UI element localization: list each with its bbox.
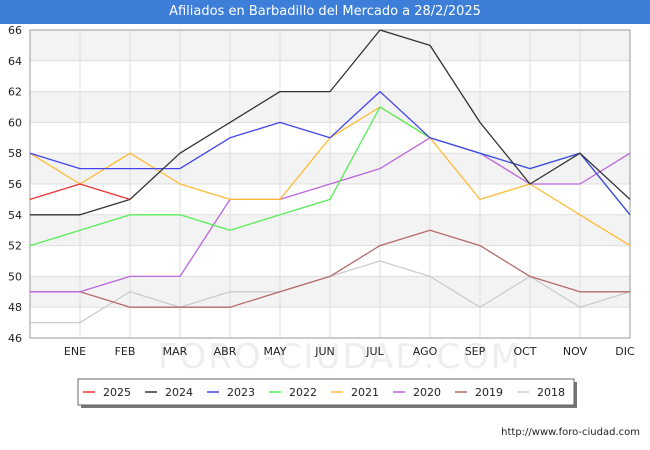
plot-frame bbox=[29, 29, 631, 339]
x-tick-label: AGO bbox=[413, 345, 438, 358]
series-line-2019 bbox=[30, 229, 630, 308]
x-tick-label: MAR bbox=[163, 345, 188, 358]
watermark: FORO-CIUDAD.COM bbox=[158, 337, 522, 377]
source-url[interactable]: http://www.foro-ciudad.com bbox=[501, 427, 640, 438]
legend-label-2022: 2022 bbox=[289, 386, 317, 399]
legend-label-2024: 2024 bbox=[165, 386, 193, 399]
y-tick-label: 60 bbox=[8, 116, 22, 129]
y-tick-label: 58 bbox=[8, 147, 22, 160]
x-tick-label: DIC bbox=[615, 345, 635, 358]
y-tick-label: 54 bbox=[8, 209, 22, 222]
series-line-2025 bbox=[29, 183, 131, 201]
y-tick-label: 48 bbox=[8, 301, 22, 314]
y-tick-label: 50 bbox=[8, 270, 22, 283]
x-tick-label: SEP bbox=[465, 345, 486, 358]
x-tick-label: NOV bbox=[563, 345, 588, 358]
y-tick-label: 62 bbox=[8, 86, 22, 99]
legend-label-2020: 2020 bbox=[413, 386, 441, 399]
legend-box bbox=[77, 378, 575, 406]
x-tick-label: JUL bbox=[365, 345, 384, 358]
x-tick-label: MAY bbox=[264, 345, 287, 358]
x-tick-label: ENE bbox=[64, 345, 86, 358]
legend: 2025 2024 2023 2022 2021 2020 2019 2018 bbox=[77, 378, 575, 406]
legend-label-2021: 2021 bbox=[351, 386, 379, 399]
x-tick-label: OCT bbox=[513, 345, 536, 358]
x-tick-label: ABR bbox=[214, 345, 237, 358]
legend-label-2023: 2023 bbox=[227, 386, 255, 399]
y-tick-label: 52 bbox=[8, 240, 22, 253]
chart-title: Afiliados en Barbadillo del Mercado a 28… bbox=[0, 0, 650, 24]
y-tick-label: 46 bbox=[8, 332, 22, 345]
x-tick-label: FEB bbox=[115, 345, 136, 358]
y-tick-label: 66 bbox=[8, 24, 22, 37]
y-tick-label: 64 bbox=[8, 55, 22, 68]
legend-label-2018: 2018 bbox=[537, 386, 565, 399]
series-line-2023 bbox=[29, 90, 631, 216]
x-tick-label: JUN bbox=[314, 345, 335, 358]
y-tick-label: 56 bbox=[8, 178, 22, 191]
legend-label-2019: 2019 bbox=[475, 386, 503, 399]
legend-label-2025: 2025 bbox=[103, 386, 131, 399]
